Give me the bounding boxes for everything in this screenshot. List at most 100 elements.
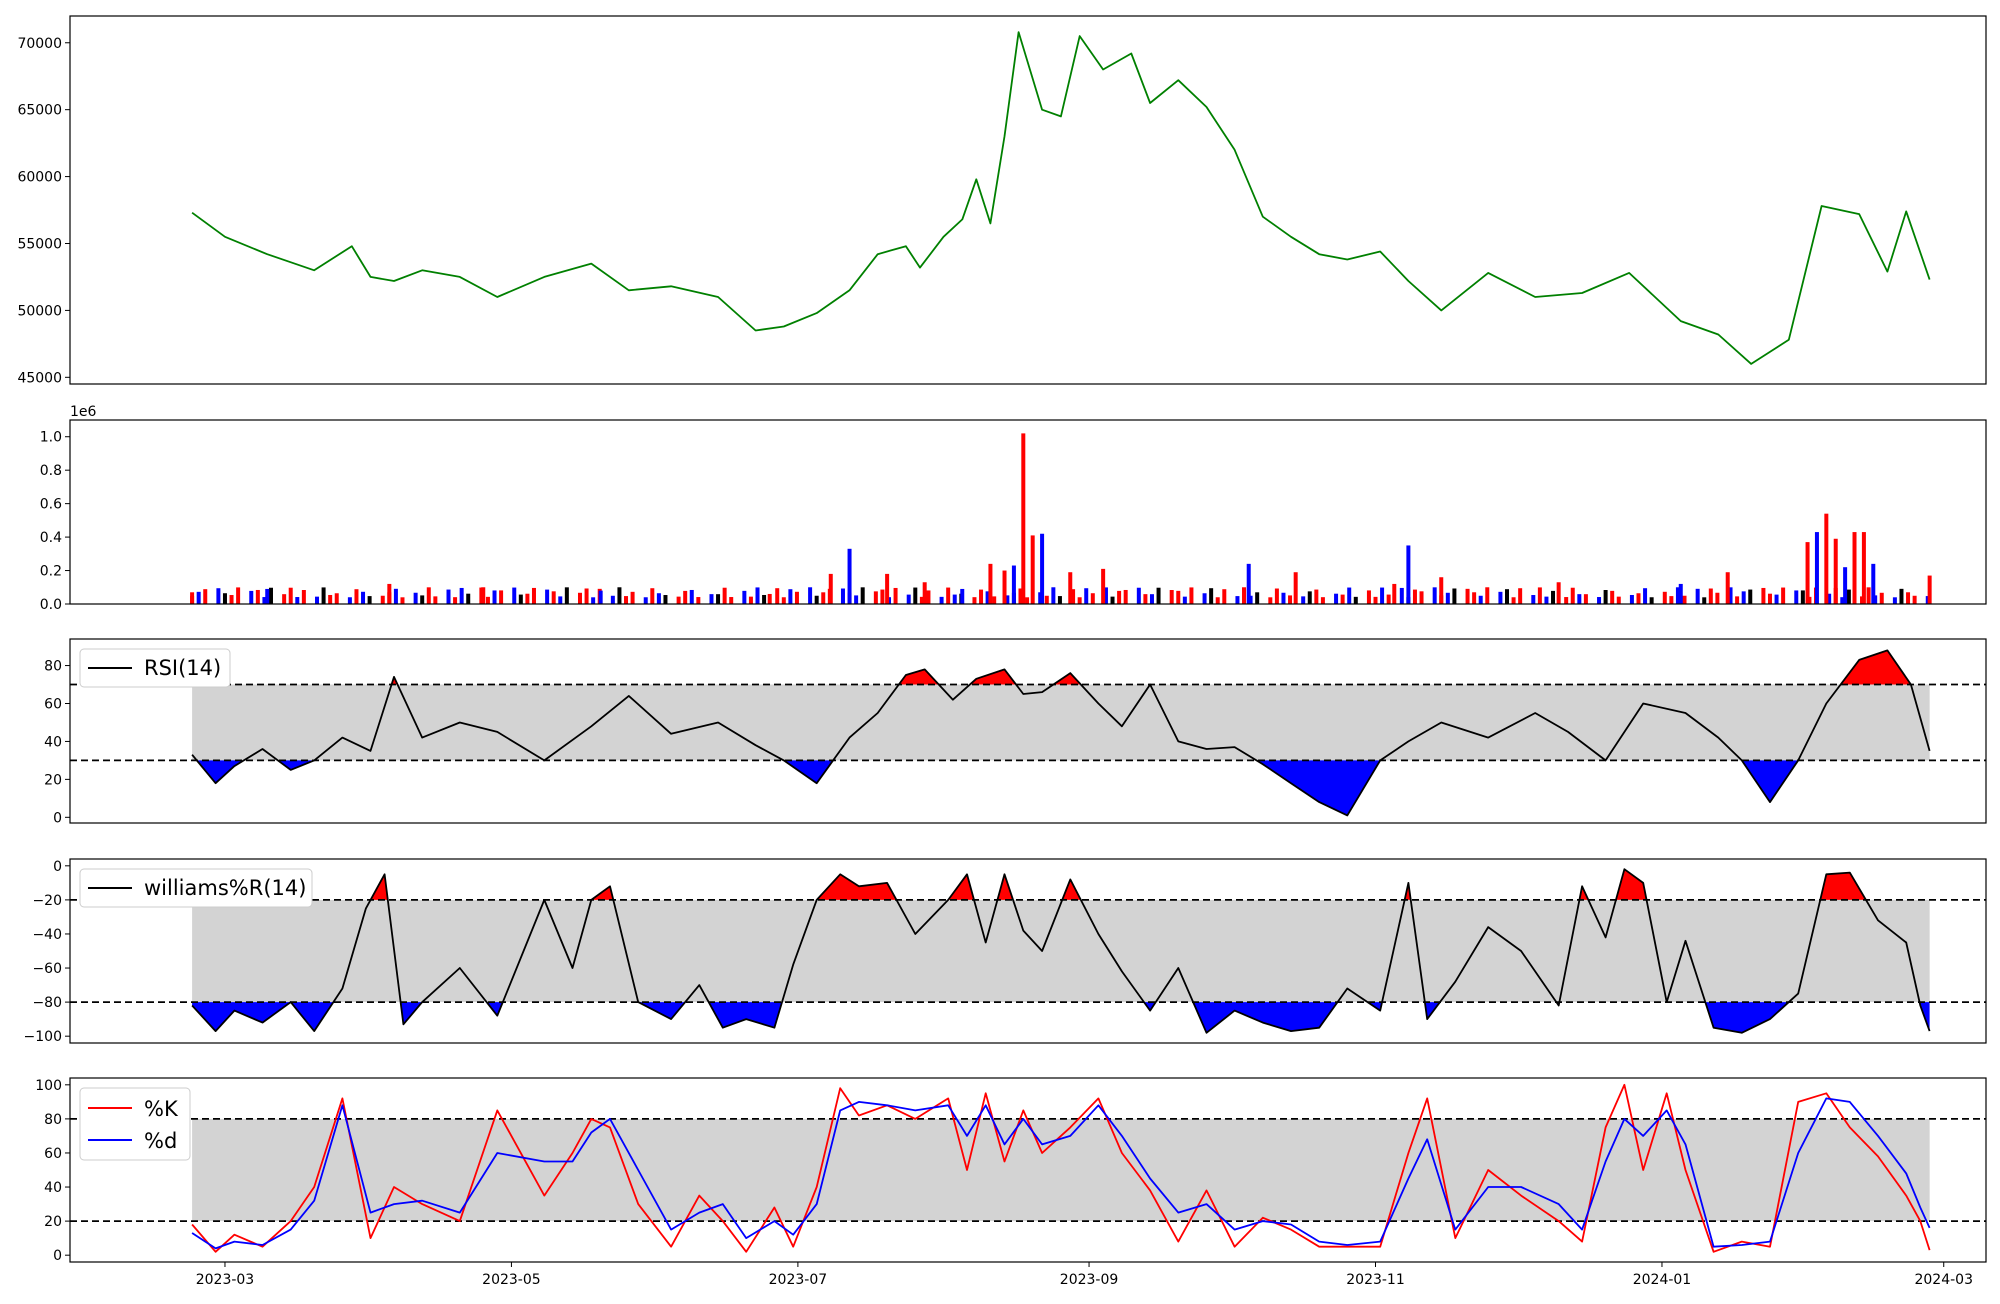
volume-bar [762, 594, 767, 604]
plot-area [70, 16, 1986, 384]
y-tick-label: 0.2 [40, 564, 62, 580]
volume-bar [913, 587, 918, 604]
volume-bar [190, 592, 195, 604]
volume-bar [262, 597, 267, 604]
volume-bar [1544, 596, 1549, 604]
volume-bar [1570, 587, 1575, 604]
volume-bar [1215, 597, 1220, 604]
volume-bar [689, 589, 694, 604]
volume-bar [1051, 587, 1056, 604]
volume-bar [1412, 589, 1417, 604]
volume-bar [1202, 593, 1207, 604]
volume-bar [1123, 589, 1128, 604]
volume-bar [1452, 588, 1457, 604]
volume-bar [347, 597, 352, 604]
volume-bar [1274, 588, 1279, 604]
volume-bar [860, 587, 865, 604]
volume-bar [1293, 572, 1298, 604]
legend-label: williams%R(14) [144, 876, 306, 900]
volume-bar [610, 595, 615, 604]
volume-bar [466, 593, 471, 604]
volume-bar [1675, 587, 1680, 604]
y-tick-label: 0.4 [40, 530, 62, 546]
volume-bar [1879, 592, 1884, 604]
volume-bar [729, 597, 734, 604]
volume-bar [492, 590, 497, 604]
volume-bar [1767, 593, 1772, 604]
oversold-fill [1256, 760, 1381, 816]
legend-label: %d [144, 1129, 177, 1153]
volume-bar [1392, 583, 1397, 604]
volume-bar [1906, 592, 1911, 604]
panel-price: 45000 50000 55000 60000 65000 70000 [17, 15, 1987, 386]
volume-bar [1090, 593, 1095, 604]
volume-bar [453, 597, 458, 604]
volume-bar [960, 588, 965, 604]
volume-bar [301, 590, 306, 604]
williams-line [191, 868, 1931, 1034]
volume-bar [742, 590, 747, 604]
volume-bar [1846, 589, 1851, 604]
volume-bar [1242, 587, 1247, 604]
volume-bar [1465, 588, 1470, 604]
y-tick-label: 65000 [17, 103, 62, 119]
volume-bar [1439, 577, 1444, 604]
volume-bar [1176, 590, 1181, 604]
volume-bar [643, 597, 648, 604]
y-tick-label: 50000 [17, 303, 62, 319]
volume-bar [775, 588, 780, 604]
volume-bar [1603, 590, 1608, 604]
panel-volume: 0.0 0.2 0.4 0.6 0.8 1.0 1e6 [40, 404, 1987, 613]
x-tick-label: 2024-01 [1633, 1272, 1692, 1288]
volume-bar [1136, 587, 1141, 604]
panel-rsi: 0 20 40 60 80 RSI(14) [44, 638, 1987, 826]
volume-bar [1551, 590, 1556, 604]
volume-bar [1774, 594, 1779, 604]
volume-bar [1255, 592, 1260, 604]
volume-bar [1927, 575, 1932, 604]
volume-bar [361, 591, 366, 604]
volume-bar [1366, 590, 1371, 604]
oversold-fill [1193, 1002, 1338, 1033]
legend-label: RSI(14) [144, 656, 221, 680]
volume-bar [265, 588, 270, 604]
volume-bar [1005, 595, 1010, 604]
volume-bar [1725, 572, 1730, 604]
volume-bar [1695, 588, 1700, 604]
volume-bar [716, 594, 721, 604]
volume-bar [1307, 591, 1312, 604]
y-tick-label: 100 [35, 1078, 62, 1094]
volume-bar [1419, 591, 1424, 604]
y-tick-label: 0 [53, 810, 62, 826]
volume-bar [282, 594, 287, 604]
volume-bar [1669, 596, 1674, 604]
volume-bar [709, 594, 714, 604]
volume-bar [1071, 589, 1076, 604]
volume-bar [485, 596, 490, 604]
volume-bar [413, 592, 418, 604]
volume-bar [1281, 592, 1286, 604]
volume-bar [624, 596, 629, 604]
volume-bar [1057, 596, 1062, 604]
volume-bar [1040, 533, 1045, 604]
legend-box [79, 648, 231, 688]
volume-bar [203, 589, 208, 604]
y-tick-label: 0.6 [40, 497, 62, 513]
volume-bar [1866, 587, 1871, 604]
volume-bar [1616, 596, 1621, 604]
volume-bar [985, 591, 990, 604]
volume-bar [1268, 597, 1273, 604]
volume-bar [1068, 572, 1073, 604]
volume-bar [1209, 588, 1214, 604]
volume-bar [1892, 597, 1897, 604]
volume-bar [459, 587, 464, 604]
volume-bar [1353, 596, 1358, 604]
stoch-d-line [191, 1097, 1931, 1250]
y-tick-label: 1.0 [40, 430, 62, 446]
volume-bar [512, 587, 517, 604]
oversold-fill [196, 760, 244, 784]
volume-bar [426, 587, 431, 604]
y-tick-label: 0 [53, 1248, 62, 1264]
volume-bar [1478, 595, 1483, 604]
volume-bar [321, 587, 326, 604]
